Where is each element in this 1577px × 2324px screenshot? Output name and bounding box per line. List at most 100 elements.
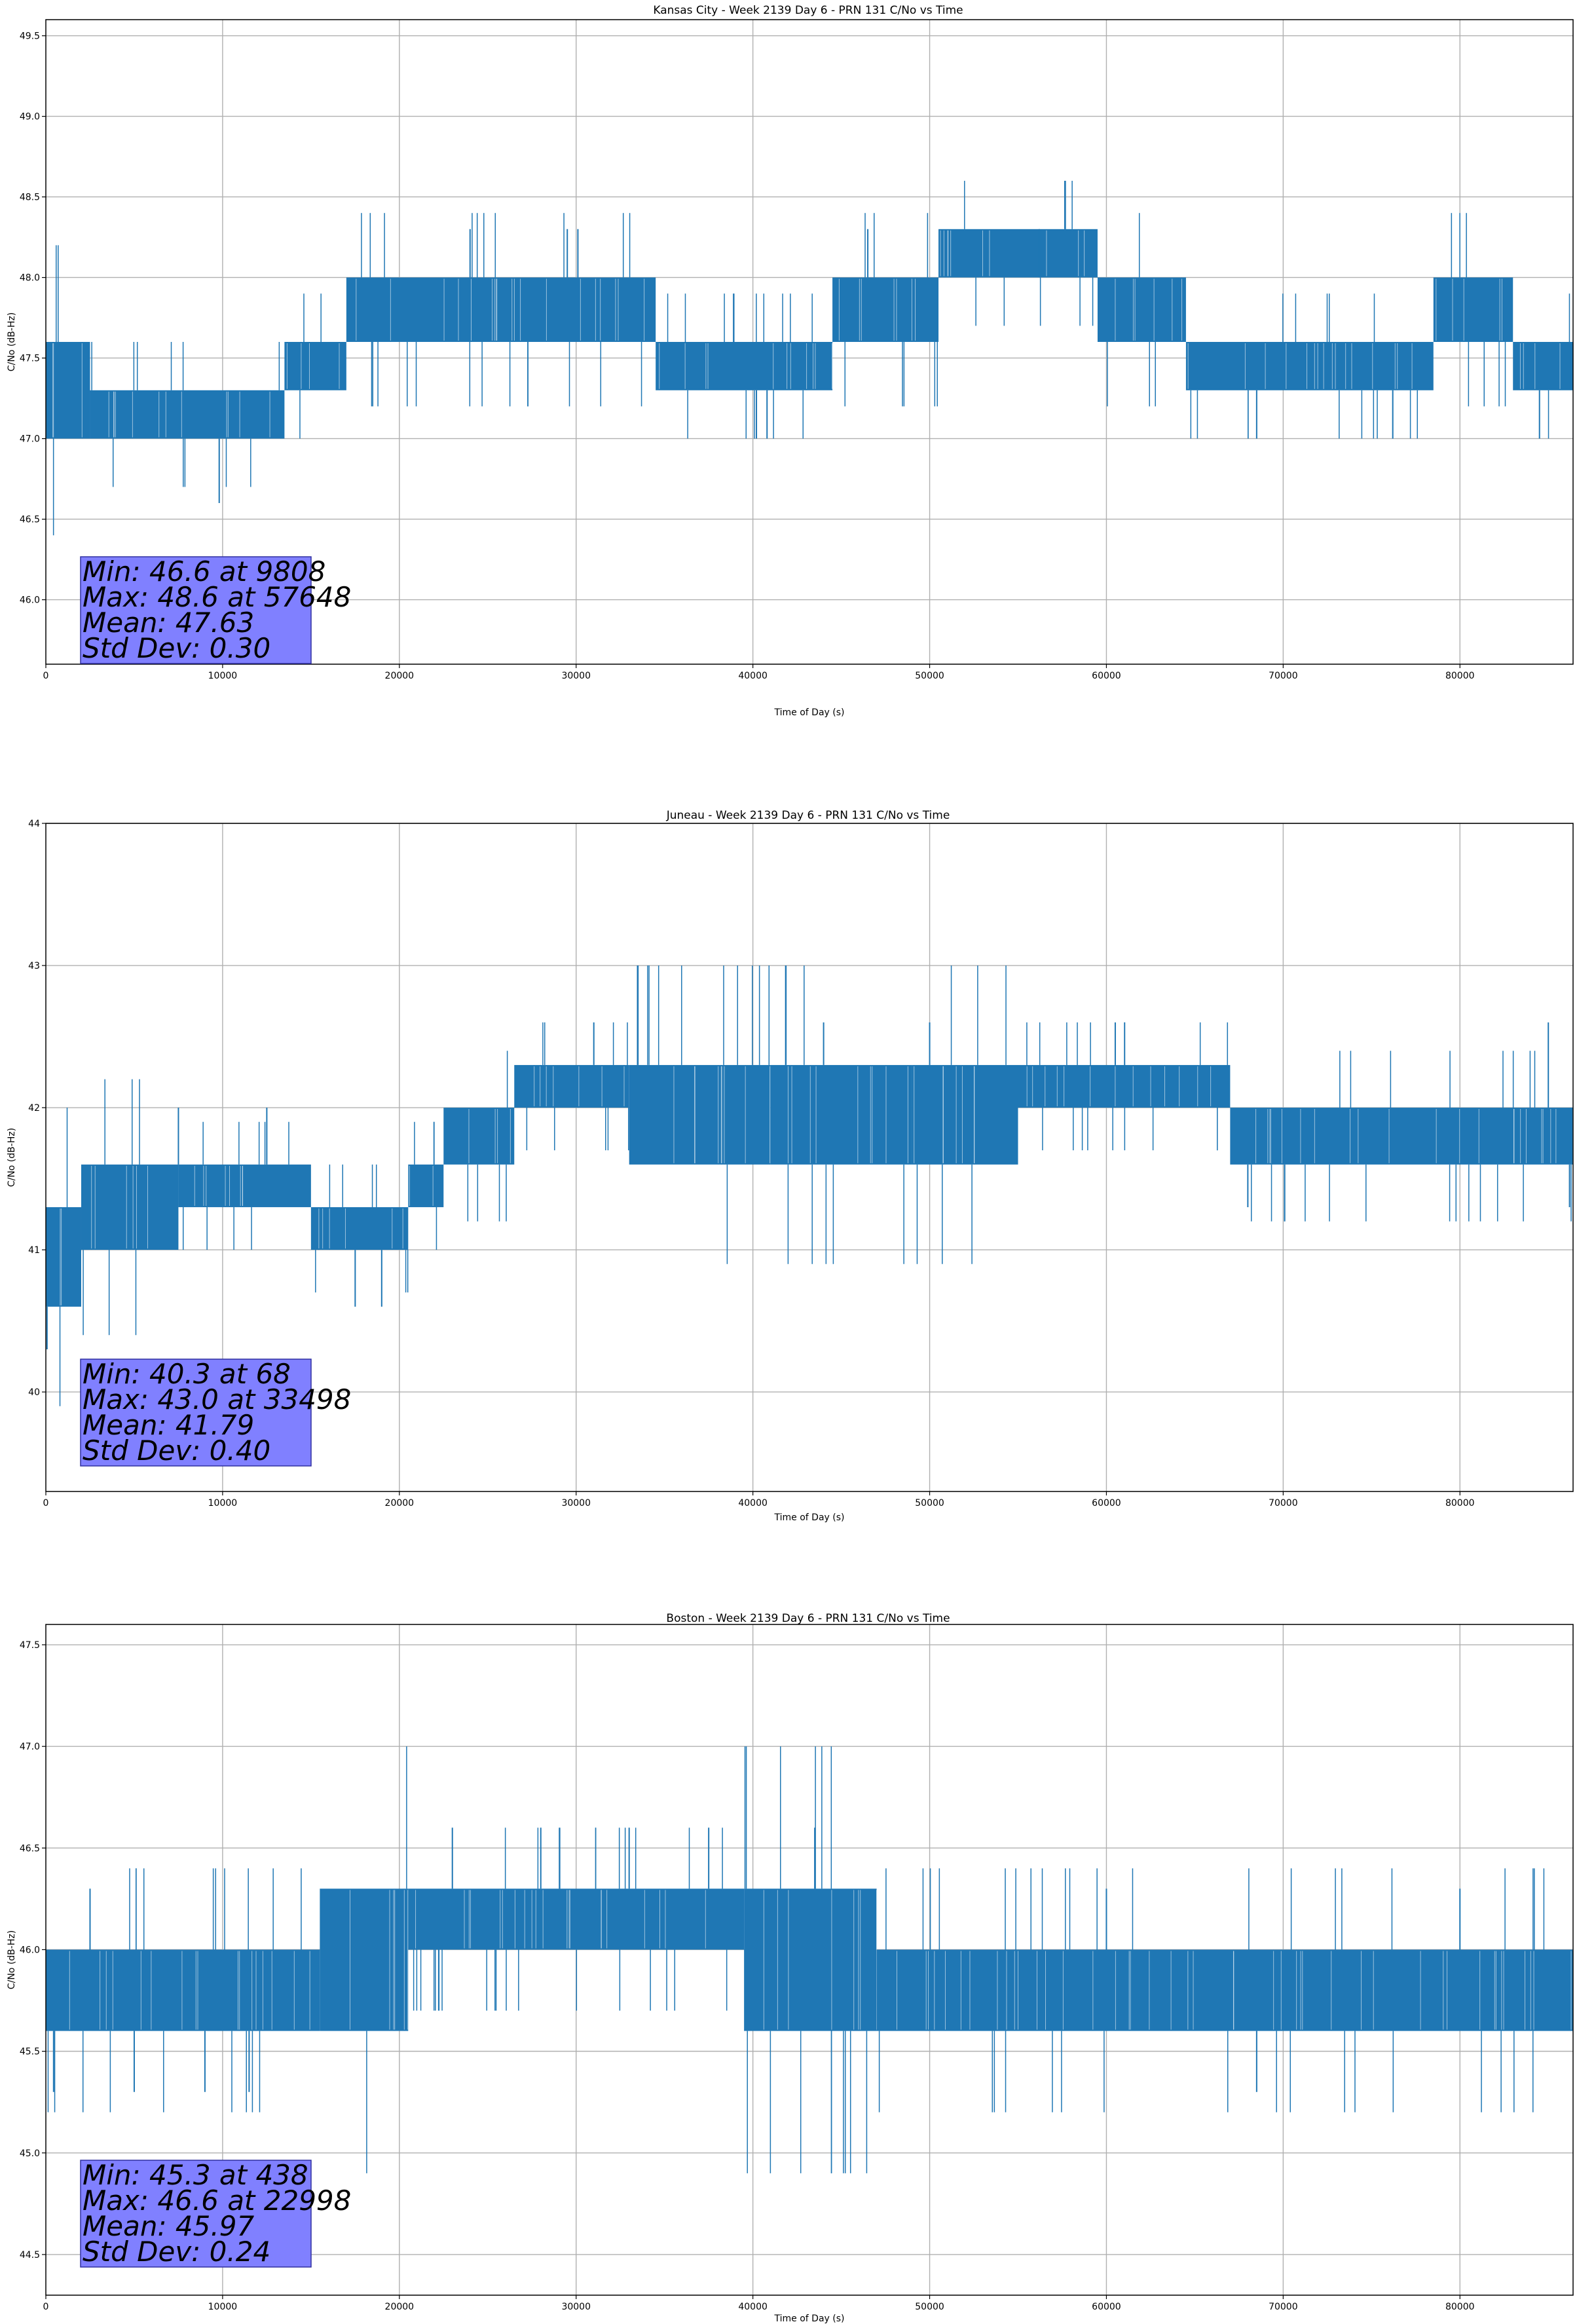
series-band: [408, 1164, 444, 1207]
y-tick-label: 49.5: [20, 31, 40, 42]
stats-min: Min: 40.3 at 68: [83, 1358, 291, 1390]
stats-std: Std Dev: 0.30: [83, 632, 270, 664]
x-tick-label: 30000: [561, 2302, 591, 2312]
chart-title: Kansas City - Week 2139 Day 6 - PRN 131 …: [653, 4, 963, 17]
series-band: [81, 1164, 179, 1250]
series-band: [284, 342, 346, 390]
plot-frame: [45, 1624, 1574, 2296]
x-tick-label: 20000: [385, 671, 415, 681]
x-tick-label: 20000: [385, 1498, 415, 1509]
series-band: [770, 1064, 912, 1165]
series-band: [346, 277, 656, 342]
y-tick-label: 44: [28, 819, 40, 829]
x-tick-label: 10000: [208, 1498, 238, 1509]
x-tick-label: 20000: [385, 2302, 415, 2312]
series-band: [1433, 277, 1513, 342]
x-tick-label: 0: [43, 1498, 49, 1509]
series-band: [443, 1108, 515, 1165]
x-tick-label: 10000: [208, 2302, 238, 2312]
series-band: [46, 342, 90, 439]
y-tick-label: 46.0: [20, 595, 40, 606]
x-tick-label: 60000: [1092, 671, 1121, 681]
stats-mean: Mean: 47.63: [83, 607, 254, 639]
chart-title: Boston - Week 2139 Day 6 - PRN 131 C/No …: [666, 1612, 950, 1625]
series-band: [629, 1064, 771, 1165]
stats-mean: Mean: 41.79: [83, 1409, 254, 1441]
series-band: [1230, 1108, 1573, 1165]
x-tick-label: 60000: [1092, 2302, 1121, 2312]
x-axis-label: Time of Day (s): [774, 707, 845, 718]
series-band: [310, 1207, 409, 1250]
series-band: [1185, 342, 1434, 390]
series-band: [876, 1949, 1573, 2031]
x-tick-label: 70000: [1269, 1498, 1298, 1509]
y-axis-label: C/No (dB-Hz): [7, 1930, 17, 1989]
x-tick-label: 10000: [208, 671, 238, 681]
x-tick-label: 40000: [738, 1498, 768, 1509]
stats-max: Max: 48.6 at 57648: [83, 581, 351, 613]
chart-title: Juneau - Week 2139 Day 6 - PRN 131 C/No …: [666, 809, 950, 822]
series-band: [938, 229, 1098, 278]
y-tick-label: 47.0: [20, 434, 40, 445]
stats-box: Min: 40.3 at 68 Max: 43.0 at 33498 Mean:…: [80, 1358, 351, 1467]
y-tick-label: 47.5: [20, 1640, 40, 1651]
stats-std: Std Dev: 0.40: [83, 1434, 270, 1467]
x-tick-label: 80000: [1445, 1498, 1475, 1509]
x-tick-label: 0: [43, 671, 49, 681]
stats-max: Max: 43.0 at 33498: [83, 1383, 351, 1415]
plot-frame: [45, 19, 1574, 665]
y-tick-label: 47.0: [20, 1742, 40, 1752]
stats-min: Min: 45.3 at 438: [83, 2159, 308, 2191]
series-band: [832, 277, 939, 342]
series-band: [46, 1949, 320, 2031]
x-tick-label: 50000: [915, 2302, 944, 2312]
y-tick-label: 43: [28, 961, 40, 971]
series-band: [514, 1064, 629, 1108]
stats-min: Min: 46.6 at 9808: [83, 555, 325, 588]
series-band: [1097, 277, 1186, 342]
x-tick-label: 80000: [1445, 671, 1475, 681]
series-band: [46, 1207, 81, 1307]
x-tick-label: 70000: [1269, 671, 1298, 681]
x-tick-label: 80000: [1445, 2302, 1475, 2312]
y-tick-label: 41: [28, 1245, 40, 1256]
y-tick-label: 45.5: [20, 2047, 40, 2057]
y-tick-label: 48.0: [20, 273, 40, 284]
stats-mean: Mean: 45.97: [83, 2210, 254, 2242]
x-tick-label: 30000: [561, 1498, 591, 1509]
y-tick-label: 46.0: [20, 1945, 40, 1955]
y-tick-label: 44.5: [20, 2250, 40, 2260]
series-band: [912, 1064, 1018, 1165]
y-tick-label: 46.5: [20, 1843, 40, 1854]
stats-max: Max: 46.6 at 22998: [83, 2184, 351, 2217]
x-tick-label: 70000: [1269, 2302, 1298, 2312]
y-tick-label: 40: [28, 1387, 40, 1398]
x-tick-label: 40000: [738, 671, 768, 681]
series-band: [90, 390, 285, 439]
y-tick-label: 47.5: [20, 354, 40, 364]
series-band: [744, 1888, 877, 2031]
y-tick-label: 45.0: [20, 2148, 40, 2159]
y-axis-label: C/No (dB-Hz): [7, 312, 17, 371]
x-axis-label: Time of Day (s): [774, 2314, 845, 2324]
stats-std: Std Dev: 0.24: [83, 2236, 270, 2268]
x-axis-label: Time of Day (s): [774, 1512, 845, 1523]
plot-frame: [45, 823, 1574, 1492]
chart-boston: Boston - Week 2139 Day 6 - PRN 131 C/No …: [7, 1612, 1574, 2324]
series-band: [408, 1888, 745, 1950]
chart-kansas-city: Kansas City - Week 2139 Day 6 - PRN 131 …: [7, 4, 1574, 718]
y-tick-label: 46.5: [20, 515, 40, 525]
x-tick-label: 0: [43, 2302, 49, 2312]
y-tick-label: 49.0: [20, 112, 40, 122]
series-band: [656, 342, 833, 390]
series-band: [1513, 342, 1573, 390]
stats-box: Min: 46.6 at 9808 Max: 48.6 at 57648 Mea…: [80, 555, 351, 664]
y-tick-label: 42: [28, 1103, 40, 1114]
series-band: [178, 1164, 311, 1207]
x-tick-label: 30000: [561, 671, 591, 681]
x-tick-label: 50000: [915, 1498, 944, 1509]
stats-box: Min: 45.3 at 438 Max: 46.6 at 22998 Mean…: [80, 2159, 351, 2268]
x-tick-label: 50000: [915, 671, 944, 681]
x-tick-label: 60000: [1092, 1498, 1121, 1509]
